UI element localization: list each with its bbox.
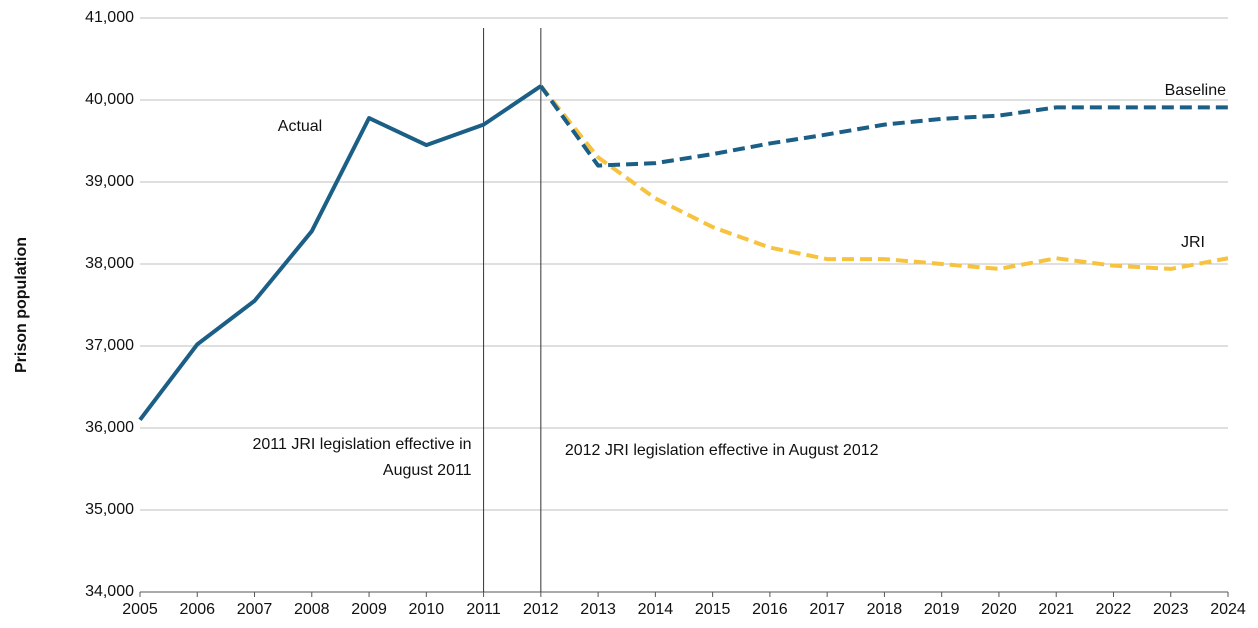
x-tick-label: 2018 [867, 601, 903, 618]
x-tick-label: 2009 [351, 601, 387, 618]
y-axis-label: Prison population [13, 237, 30, 373]
x-tick-label: 2019 [924, 601, 960, 618]
x-tick-label: 2021 [1038, 601, 1074, 618]
x-tick-label: 2012 [523, 601, 559, 618]
series-line [539, 84, 1228, 168]
y-tick-label: 41,000 [85, 9, 134, 26]
x-tick-label: 2006 [179, 601, 215, 618]
x-tick-label: 2011 [466, 601, 501, 618]
x-tick-label: 2020 [981, 601, 1017, 618]
x-tick-label: 2017 [809, 601, 845, 618]
annotation: 2012 JRI legislation effective in August… [565, 442, 879, 459]
x-tick-label: 2016 [752, 601, 788, 618]
annotation: 2011 JRI legislation effective in [252, 436, 471, 453]
series-label: Baseline [1165, 82, 1226, 99]
y-tick-label: 39,000 [85, 173, 134, 190]
y-tick-label: 40,000 [85, 91, 134, 108]
x-tick-label: 2005 [122, 601, 158, 618]
x-tick-label: 2007 [237, 601, 273, 618]
x-tick-label: 2024 [1210, 601, 1246, 618]
y-tick-label: 36,000 [85, 419, 134, 436]
x-tick-label: 2013 [580, 601, 616, 618]
x-tick-label: 2022 [1096, 601, 1132, 618]
x-tick-label: 2010 [409, 601, 445, 618]
y-tick-label: 35,000 [85, 501, 134, 518]
y-tick-label: 34,000 [85, 583, 134, 600]
x-tick-label: 2015 [695, 601, 731, 618]
x-tick-label: 2008 [294, 601, 330, 618]
y-tick-label: 37,000 [85, 337, 134, 354]
series-label: JRI [1181, 234, 1205, 251]
series-line [138, 84, 542, 422]
annotation: August 2011 [383, 462, 472, 479]
x-tick-label: 2014 [638, 601, 674, 618]
series-line [539, 84, 1229, 271]
series-label: Actual [278, 118, 322, 135]
x-tick-label: 2023 [1153, 601, 1189, 618]
y-tick-label: 38,000 [85, 255, 134, 272]
